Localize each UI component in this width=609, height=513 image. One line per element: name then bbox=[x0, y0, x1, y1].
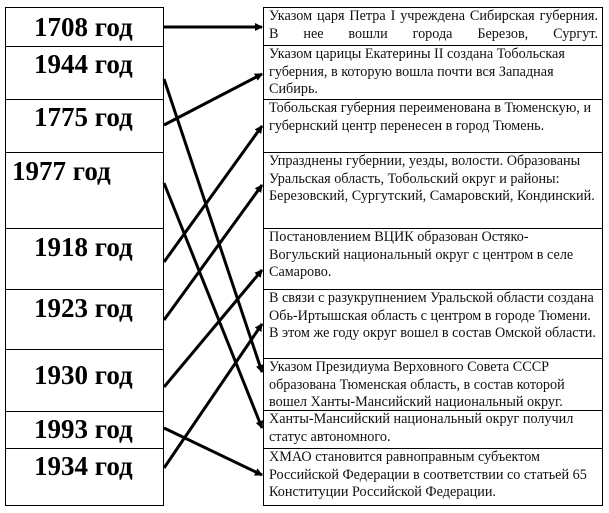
connection-arrow bbox=[162, 323, 264, 469]
connection-arrow bbox=[163, 72, 263, 127]
events-column: Указом царя Петра I учреждена Сибирская … bbox=[263, 7, 603, 506]
year-cell: 1993 год bbox=[6, 411, 163, 448]
year-cell: 1944 год bbox=[6, 46, 163, 99]
connection-arrow bbox=[163, 426, 263, 477]
event-cell: Упразднены губернии, уезды, волости. Обр… bbox=[264, 152, 602, 228]
event-cell: Указом Президиума Верховного Совета СССР… bbox=[264, 358, 602, 410]
connection-arrow bbox=[162, 78, 264, 373]
year-cell: 1923 год bbox=[6, 289, 163, 349]
event-cell: Тобольская губерния переименована в Тюме… bbox=[264, 99, 602, 152]
years-column: 1708 год 1944 год 1775 год 1977 год 1918… bbox=[5, 7, 164, 506]
year-cell: 1708 год bbox=[34, 12, 133, 42]
event-cell: Постановлением ВЦИК образован Остяко-Вог… bbox=[264, 228, 602, 289]
year-cell: 1977 год bbox=[6, 152, 163, 228]
year-cell: 1930 год bbox=[6, 349, 163, 411]
year-cell: 1918 год bbox=[6, 228, 163, 289]
year-cell: 1934 год bbox=[6, 448, 163, 507]
year-cell: 1775 год bbox=[6, 99, 163, 152]
connection-arrow bbox=[162, 182, 264, 429]
event-cell: Указом царицы Екатерины II создана Тобол… bbox=[264, 45, 602, 99]
event-cell: ХМАО становится равноправным субъектом Р… bbox=[264, 448, 602, 507]
connection-arrow bbox=[162, 269, 264, 388]
connection-arrow bbox=[162, 125, 264, 263]
event-cell: В связи с разукрупнением Уральской облас… bbox=[264, 289, 602, 358]
event-cell: Ханты-Мансийский национальный округ полу… bbox=[264, 410, 602, 448]
connection-arrow bbox=[162, 184, 264, 321]
event-cell: Указом царя Петра I учреждена Сибирская … bbox=[269, 8, 598, 42]
